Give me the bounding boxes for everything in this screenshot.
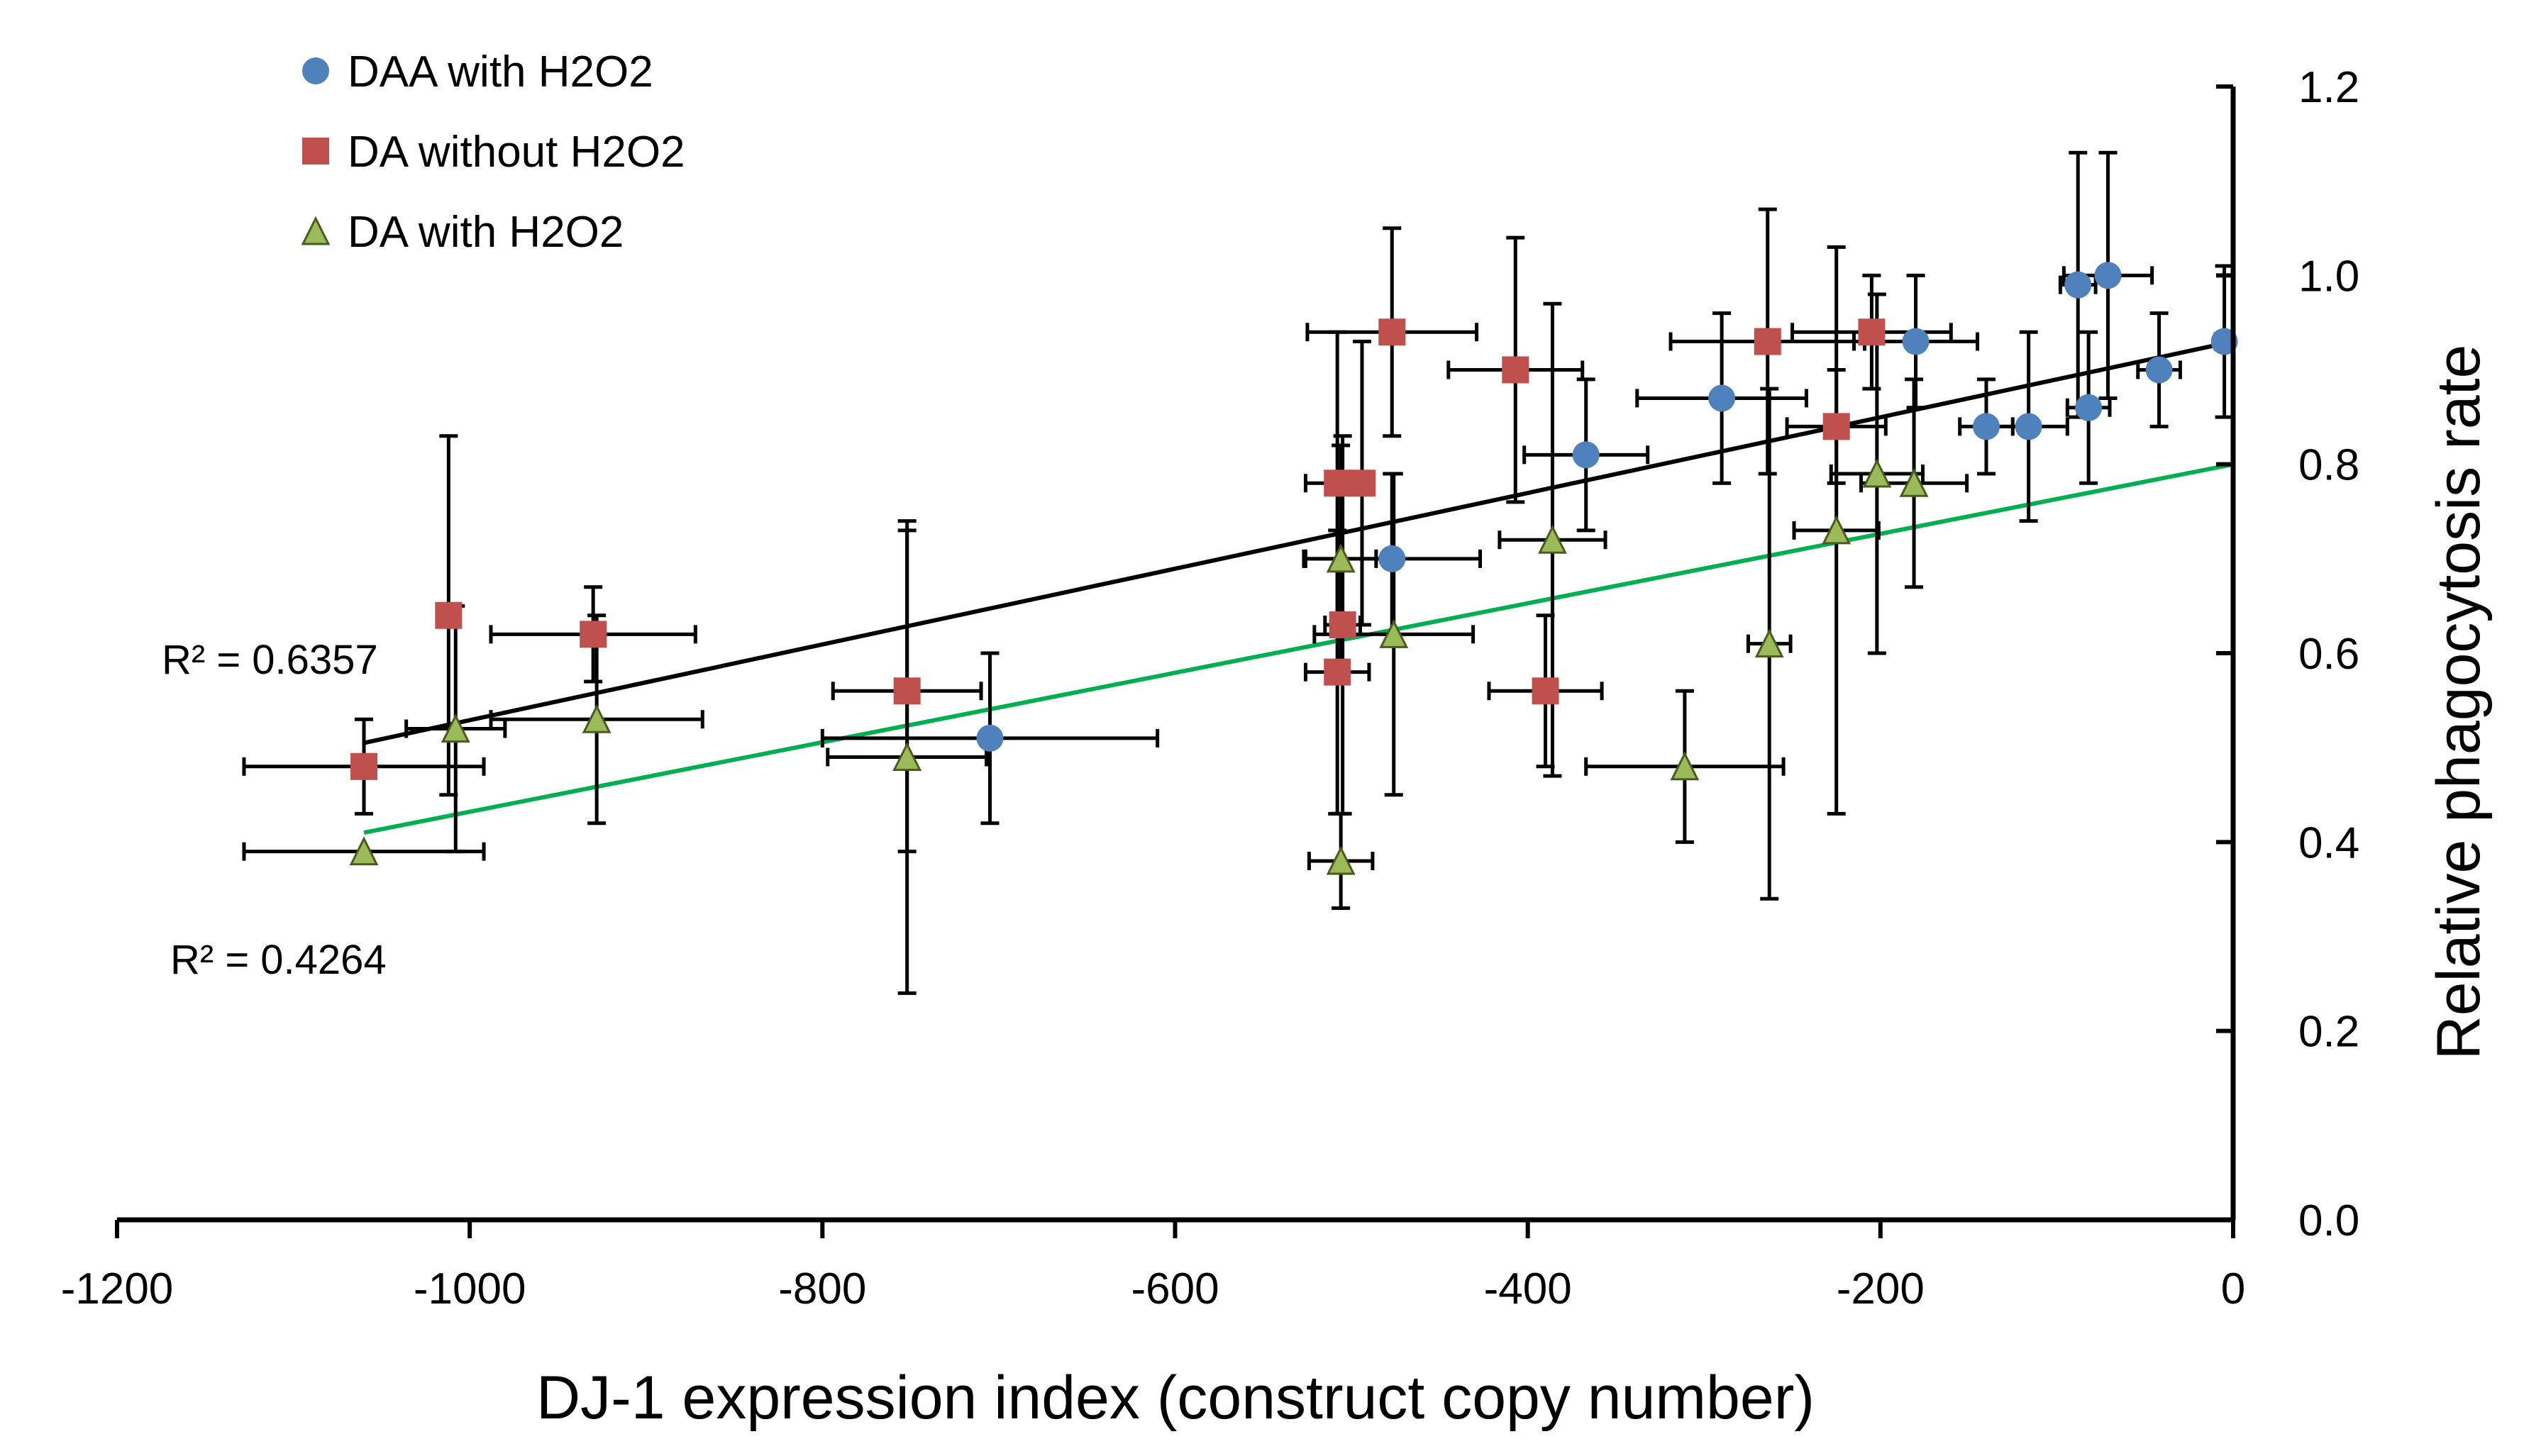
data-point-square <box>435 601 463 629</box>
error-bars-layer <box>242 150 2235 995</box>
data-point-square <box>1348 469 1376 497</box>
data-point-triangle <box>1326 543 1356 573</box>
legend-label: DAA with H2O2 <box>348 48 653 96</box>
x-tick-label: -1200 <box>61 1265 174 1313</box>
y-tick-label: 0.2 <box>2298 1008 2359 1057</box>
data-point-triangle <box>1670 751 1700 781</box>
data-point-triangle <box>1862 458 1892 488</box>
legend-marker-triangle <box>301 216 331 245</box>
data-point-square <box>1324 658 1351 686</box>
trendlines-layer <box>363 339 2234 835</box>
y-tick-label: 0.0 <box>2298 1196 2359 1245</box>
trendline-green <box>363 462 2234 835</box>
data-point-square <box>1754 328 1781 355</box>
data-point-square <box>1329 611 1356 639</box>
data-point-circle <box>1572 441 1600 469</box>
x-axis-title: DJ-1 expression index (construct copy nu… <box>536 1364 1815 1432</box>
y-tick-label: 0.6 <box>2298 630 2359 679</box>
data-point-triangle <box>1326 845 1356 875</box>
data-point-circle <box>2075 394 2103 421</box>
legend-label: DA with H2O2 <box>348 208 624 257</box>
data-point-square <box>580 621 607 648</box>
y-tick-label: 0.4 <box>2298 818 2359 867</box>
legend: DAA with H2O2 DA without H2O2 DA with H2O2 <box>301 48 685 257</box>
legend-marker-circle <box>302 57 329 84</box>
data-point-circle <box>1378 545 1406 572</box>
legend-marker-square <box>302 138 329 165</box>
data-point-triangle <box>1899 467 1929 497</box>
x-tick-label: -1000 <box>414 1265 526 1313</box>
data-point-square <box>1858 318 1886 346</box>
data-point-triangle <box>892 742 922 771</box>
data-point-square <box>1822 413 1850 440</box>
y-axis-title: Relative phagocytosis rate <box>2425 345 2493 1060</box>
data-point-circle <box>2094 262 2122 289</box>
legend-label: DA without H2O2 <box>348 128 685 177</box>
data-point-triangle <box>1754 628 1784 658</box>
x-tick-label: -200 <box>1837 1265 1925 1313</box>
data-point-circle <box>1902 328 1930 355</box>
data-point-circle <box>1708 384 1736 412</box>
x-tick-label: -400 <box>1484 1265 1572 1313</box>
data-point-circle <box>2145 356 2173 384</box>
data-point-square <box>1532 677 1559 705</box>
data-point-triangle <box>441 713 470 743</box>
data-point-square <box>1502 356 1529 384</box>
r2-label-green-trendline: R² = 0.4264 <box>170 937 387 983</box>
data-point-circle <box>1972 413 2000 440</box>
data-point-square <box>1324 469 1351 497</box>
x-tick-label: -600 <box>1131 1265 1219 1313</box>
y-tick-label: 1.0 <box>2298 252 2359 301</box>
y-tick-label: 1.2 <box>2298 63 2359 112</box>
y-tick-label: 0.8 <box>2298 441 2359 490</box>
data-point-triangle <box>1822 515 1852 545</box>
data-point-square <box>893 677 921 705</box>
data-point-square <box>1378 318 1406 346</box>
data-point-circle <box>2015 413 2042 440</box>
data-point-triangle <box>1379 619 1409 648</box>
r2-label-black-trendline: R² = 0.6357 <box>162 637 378 683</box>
data-point-triangle <box>582 704 611 733</box>
data-point-triangle <box>1538 524 1567 554</box>
data-point-triangle <box>349 836 379 866</box>
axes-layer: -1200 -1000 -800 -600 -400 -200 0 0.0 0.2 0.4 0.6 0… <box>61 63 2359 1313</box>
x-tick-label: 0 <box>2221 1265 2245 1313</box>
data-point-circle <box>2064 271 2092 299</box>
x-tick-label: -800 <box>778 1265 866 1313</box>
data-point-circle <box>976 724 1004 752</box>
trendline-black <box>363 339 2234 745</box>
markers-layer <box>349 262 2238 875</box>
data-point-square <box>350 752 378 780</box>
